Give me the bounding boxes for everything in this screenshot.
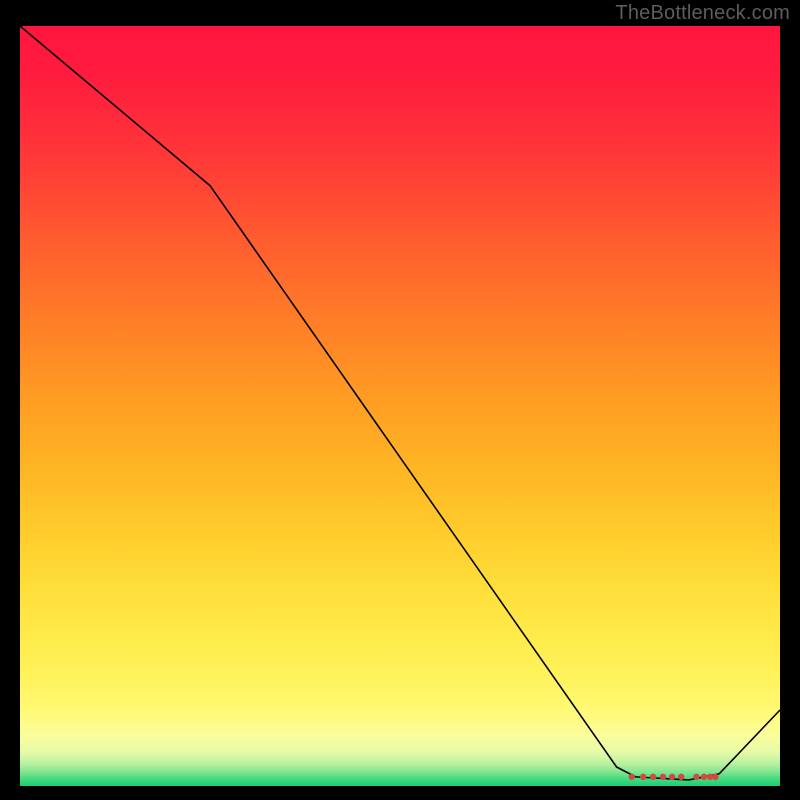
curve-marker — [701, 774, 707, 780]
bottleneck-chart — [0, 0, 800, 800]
plot-background — [20, 26, 780, 786]
curve-marker — [640, 774, 646, 780]
curve-marker — [629, 774, 635, 780]
curve-marker — [669, 774, 675, 780]
curve-marker — [693, 774, 699, 780]
marker-group — [629, 774, 719, 780]
curve-marker — [712, 774, 718, 780]
chart-canvas: TheBottleneck.com — [0, 0, 800, 800]
curve-marker — [660, 774, 666, 780]
curve-marker — [650, 774, 656, 780]
curve-marker — [678, 774, 684, 780]
